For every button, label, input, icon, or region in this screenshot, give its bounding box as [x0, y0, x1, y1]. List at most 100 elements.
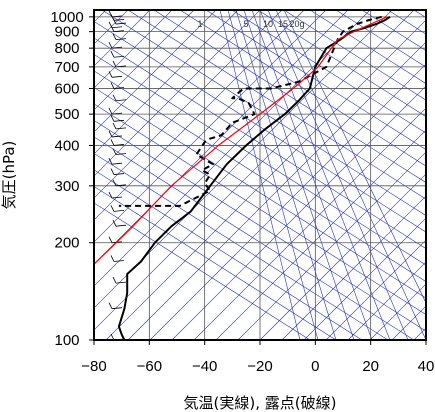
- wind-barb-flag: [108, 130, 113, 138]
- wind-barb-flag: [108, 302, 113, 309]
- adiabat-line: [94, 153, 389, 340]
- wind-barb-flag: [108, 191, 113, 199]
- mixing-ratio-line: [259, 10, 391, 340]
- y-tick-label: 900: [54, 24, 79, 41]
- x-tick-label: −20: [247, 358, 272, 375]
- wind-barb-staff: [111, 307, 123, 310]
- isotherm-line: [347, 261, 426, 340]
- wind-barb-flag: [110, 82, 115, 89]
- mixing-ratio-label: 15: [278, 19, 288, 29]
- y-tick-label: 300: [54, 178, 79, 195]
- mixing-ratio-label: 20g: [289, 19, 304, 29]
- data-series: [94, 15, 391, 340]
- wind-barb-flag: [110, 205, 115, 212]
- x-tick-label: 20: [362, 358, 379, 375]
- wind-barb-flag: [112, 220, 117, 227]
- wind-barb-staff: [113, 87, 125, 89]
- adiabat-line: [94, 54, 426, 266]
- isotherm-line: [303, 217, 426, 340]
- wind-barb-staff: [111, 112, 123, 115]
- wind-barb-staff: [111, 46, 123, 49]
- wind-barb-staff: [113, 119, 125, 122]
- wind-barb-staff: [115, 99, 127, 102]
- wind-barb-staff: [113, 30, 125, 33]
- mixing-ratio-line: [267, 10, 409, 340]
- wind-barb-staff: [111, 135, 123, 138]
- isotherm-line: [215, 129, 426, 340]
- wind-barb-flag: [110, 51, 115, 58]
- wind-barb-flag: [108, 107, 113, 115]
- y-tick-label: 100: [54, 332, 79, 349]
- mixing-ratio-label: 10: [263, 19, 273, 29]
- wind-barb-flag: [108, 236, 113, 243]
- isotherm-line: [94, 10, 239, 155]
- wind-barb-flag: [110, 139, 115, 146]
- adiabat-line: [94, 136, 415, 340]
- isotherm-line: [127, 41, 426, 340]
- x-tick-label: −80: [81, 358, 106, 375]
- isotherm-line: [94, 10, 415, 331]
- wind-barb-flag: [112, 148, 117, 155]
- x-tick-label: −60: [137, 358, 162, 375]
- adiabat-line: [94, 103, 426, 315]
- adiabat-line: [94, 120, 426, 332]
- adiabat-line: [231, 10, 426, 134]
- isotherm-line: [171, 85, 426, 340]
- adiabat-line: [335, 10, 426, 68]
- mixing-ratio-line: [283, 10, 426, 304]
- wind-barb-flag: [112, 33, 117, 40]
- wind-barb-staff: [115, 65, 127, 68]
- adiabat-line: [257, 10, 426, 117]
- wind-barb-flag: [110, 115, 115, 122]
- wind-barb-flag: [112, 17, 117, 25]
- wind-barb-flag: [110, 25, 115, 32]
- x-axis: −80 −60 −40 −20 0 20 40: [81, 340, 434, 375]
- mixing-ratio-labels: 1 5 10 15 20g: [197, 19, 304, 29]
- wind-barb-staff: [111, 26, 123, 29]
- wind-barb-staff: [111, 75, 123, 78]
- wind-barb-staff: [113, 173, 125, 175]
- wind-barb-staff: [111, 196, 123, 199]
- wind-barb-staff: [113, 260, 125, 262]
- isotherm-line: [105, 19, 426, 340]
- adiabat-line: [94, 21, 426, 233]
- wind-barb-flag: [112, 179, 117, 186]
- wind-barb-flag: [112, 60, 117, 68]
- isotherm-line: [237, 151, 426, 340]
- isotherm-line: [94, 10, 305, 221]
- x-tick-label: −40: [192, 358, 217, 375]
- mixing-ratio-line: [235, 10, 337, 340]
- y-tick-label: 800: [54, 40, 79, 57]
- adiabat-line: [94, 186, 337, 340]
- mixing-ratio-line: [275, 10, 426, 340]
- wind-barb-staff: [115, 38, 127, 41]
- isotherm-line: [94, 10, 393, 309]
- wind-barb-staff: [113, 210, 125, 212]
- wind-barb-flag: [108, 71, 113, 78]
- mixing-ratio-label: 1: [197, 19, 202, 29]
- wind-barb-staff: [115, 153, 127, 155]
- adiabat-line: [127, 10, 426, 200]
- y-tick-label: 600: [54, 81, 79, 98]
- wind-barb-staff: [115, 127, 127, 130]
- wind-barb-staff: [115, 184, 127, 187]
- wind-barb-staff: [111, 15, 123, 18]
- isotherm-line: [94, 10, 195, 111]
- wind-barb-staff: [111, 162, 123, 165]
- adiabat-line: [94, 169, 363, 340]
- wind-barb-flag: [112, 276, 117, 284]
- wind-barb-flag: [108, 158, 113, 165]
- y-axis-title: 気圧(hPa): [0, 141, 18, 210]
- adiabat-line: [205, 10, 426, 150]
- y-tick-label: 400: [54, 137, 79, 154]
- adiabat-line: [179, 10, 426, 167]
- adiabat-line: [101, 10, 426, 216]
- adiabat-line: [153, 10, 426, 183]
- adiabat-line: [94, 37, 426, 249]
- wind-barb-flag: [110, 255, 115, 262]
- wind-barb-staff: [113, 144, 125, 146]
- wind-barb-staff: [113, 55, 125, 58]
- wind-barb-staff: [113, 19, 125, 21]
- adiabat-line: [94, 87, 426, 299]
